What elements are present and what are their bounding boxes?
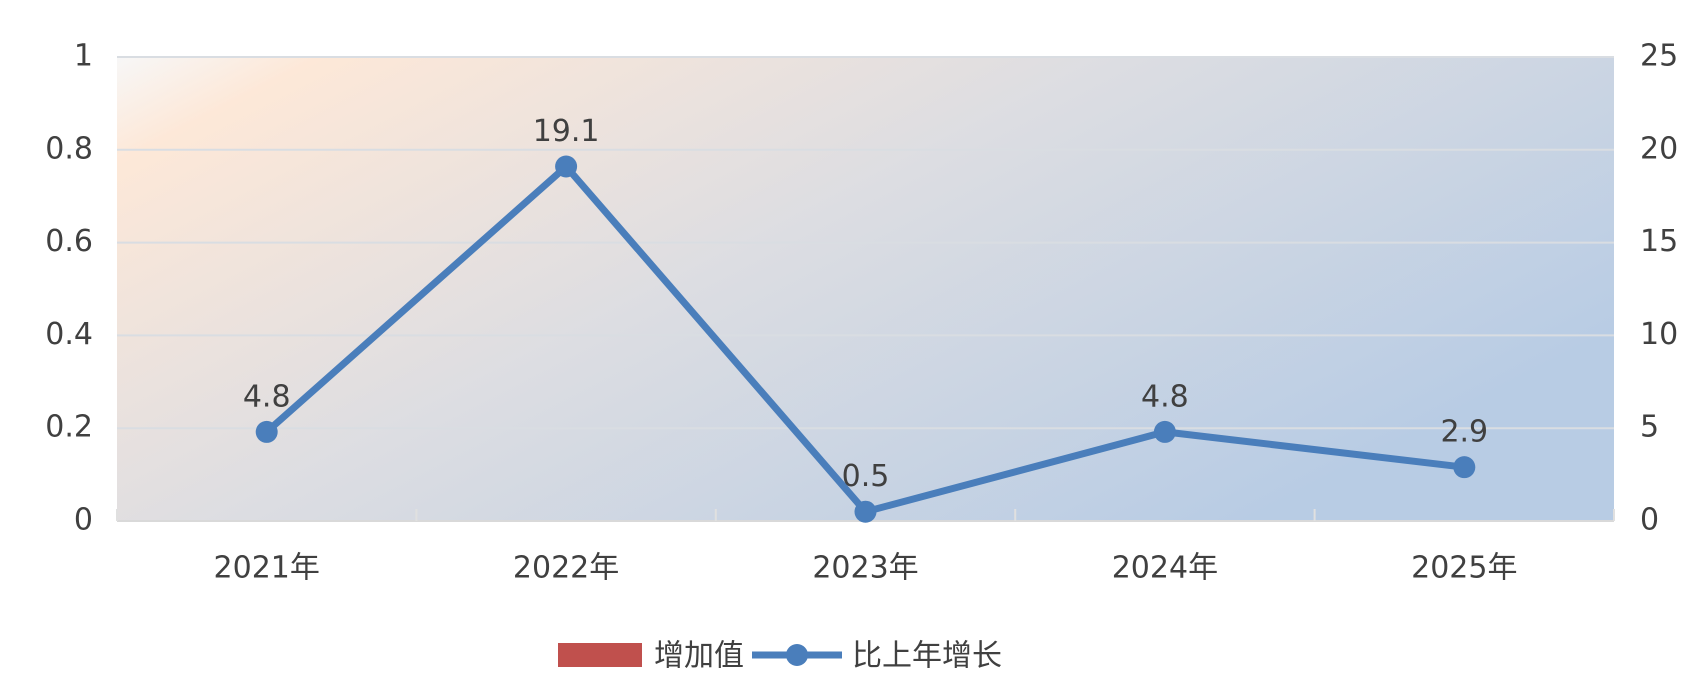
y-tick-label: 0.8 [45,131,93,166]
plot-area [117,57,1614,521]
y2-tick-label: 25 [1640,39,1678,74]
data-label: 4.8 [243,379,291,414]
data-label: 4.8 [1141,379,1189,414]
data-label: 19.1 [533,114,600,149]
y2-tick-label: 15 [1640,224,1678,259]
legend-label: 比上年增长 [852,639,1002,674]
y2-tick-label: 0 [1640,503,1659,538]
line-marker [854,500,877,523]
line-marker [1153,420,1176,443]
y-tick-label: 0.2 [45,410,93,445]
y-tick-label: 0 [74,503,93,538]
x-tick-label: 2022年 [513,551,619,586]
line-marker [1453,456,1476,479]
x-tick-label: 2025年 [1411,551,1517,586]
x-tick-label: 2021年 [214,551,320,586]
x-tick-label: 2023年 [812,551,918,586]
y-tick-label: 1 [74,39,93,74]
legend-label: 增加值 [654,639,744,674]
legend-marker [786,644,808,666]
y2-tick-label: 10 [1640,317,1678,352]
data-label: 0.5 [842,459,890,494]
legend-swatch [558,643,642,667]
y-tick-label: 0.4 [45,317,93,352]
y-tick-label: 0.6 [45,224,93,259]
x-tick-label: 2024年 [1112,551,1218,586]
line-marker [255,420,278,443]
y2-tick-label: 20 [1640,131,1678,166]
line-marker [555,155,578,178]
y2-tick-label: 5 [1640,410,1659,445]
data-label: 2.9 [1440,415,1488,450]
